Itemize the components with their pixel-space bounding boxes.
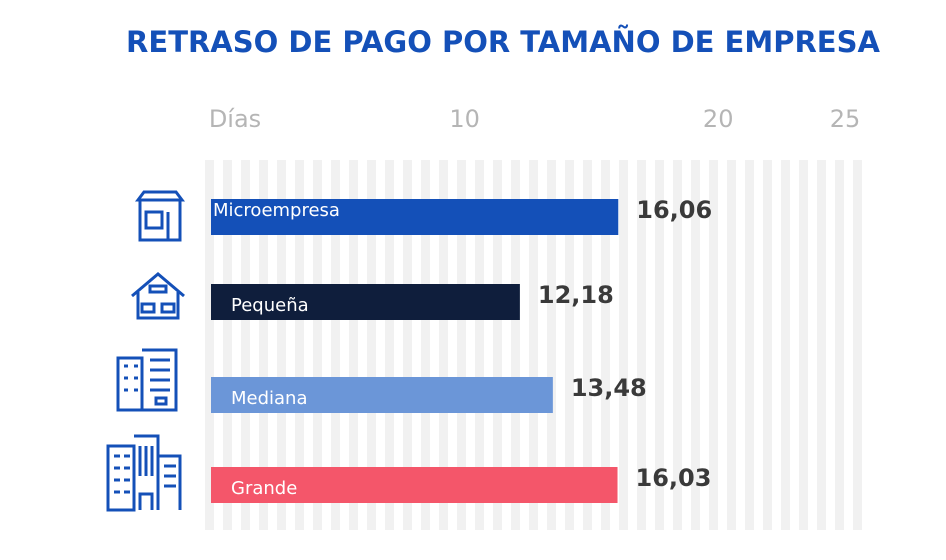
x-tick-label: 20: [703, 105, 734, 133]
grid-stripe: [853, 160, 862, 530]
bar: [211, 284, 520, 320]
grid-stripe: [493, 160, 502, 530]
grid-stripe: [313, 160, 322, 530]
grid-stripe: [583, 160, 592, 530]
grid-stripe: [511, 160, 520, 530]
grid-stripe: [673, 160, 682, 530]
grid-stripe: [259, 160, 268, 530]
value-label: 16,06: [636, 196, 712, 224]
grid-stripe: [457, 160, 466, 530]
category-label: Pequeña: [231, 295, 309, 316]
grid-stripe: [529, 160, 538, 530]
category-label: Mediana: [231, 388, 308, 409]
icons: [106, 190, 185, 512]
grid-stripe: [475, 160, 484, 530]
value-label: 16,03: [636, 464, 712, 492]
grid-stripe: [205, 160, 214, 530]
grid-stripe: [619, 160, 628, 530]
grid-stripe: [385, 160, 394, 530]
grid-stripe: [763, 160, 772, 530]
grid-stripe: [727, 160, 736, 530]
icon-microempresa: [135, 190, 185, 242]
grid-stripe: [241, 160, 250, 530]
bar: [211, 199, 619, 235]
icon-pequena: [131, 272, 185, 320]
grid-stripe: [835, 160, 844, 530]
icon-grande: [106, 434, 182, 512]
icon-mediana: [116, 348, 178, 412]
grid-stripe: [547, 160, 556, 530]
category-label: Grande: [231, 478, 297, 499]
grid-stripe: [331, 160, 340, 530]
grid-stripe: [781, 160, 790, 530]
grid-stripe: [421, 160, 430, 530]
grid-stripe: [277, 160, 286, 530]
category-label: Microempresa: [213, 200, 340, 221]
grid-stripe: [223, 160, 232, 530]
grid-stripe: [655, 160, 664, 530]
grid-stripe: [403, 160, 412, 530]
grid-stripe: [709, 160, 718, 530]
value-label: 13,48: [571, 374, 647, 402]
x-tick-label: 25: [830, 105, 861, 133]
grid-stripe: [799, 160, 808, 530]
grid-stripe: [295, 160, 304, 530]
grid-stripe: [637, 160, 646, 530]
x-tick-label: 10: [449, 105, 480, 133]
grid-stripe: [691, 160, 700, 530]
grid-stripe: [349, 160, 358, 530]
grid-stripe: [817, 160, 826, 530]
grid-stripe: [439, 160, 448, 530]
bar: [211, 467, 618, 503]
grid-stripe: [565, 160, 574, 530]
background-stripes: [205, 160, 862, 530]
bar: [211, 377, 553, 413]
grid-stripe: [601, 160, 610, 530]
grid-stripe: [745, 160, 754, 530]
x-axis-label: Días: [209, 105, 261, 133]
grid-stripe: [367, 160, 376, 530]
value-label: 12,18: [538, 281, 614, 309]
chart-title: RETRASO DE PAGO POR TAMAÑO DE EMPRESA: [126, 25, 880, 59]
